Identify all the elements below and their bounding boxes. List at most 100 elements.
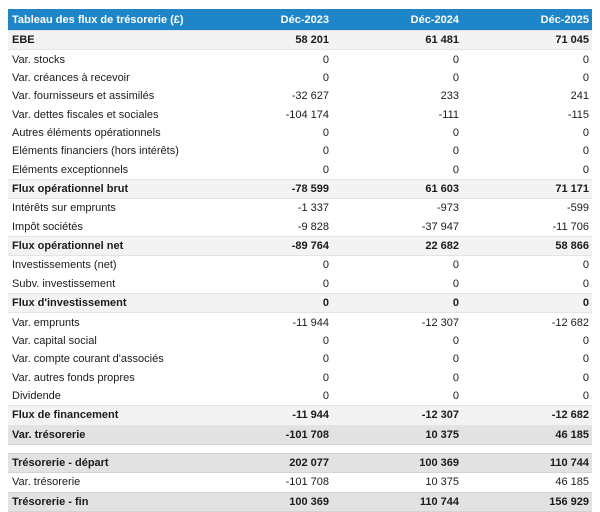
row-value: 0	[332, 368, 462, 387]
table-row: Var. créances à recevoir 0 0 0	[8, 68, 592, 88]
row-value: 0	[332, 331, 462, 351]
row-label: Var. capital social	[8, 331, 202, 351]
row-label: Flux opérationnel brut	[8, 178, 202, 200]
row-value: 0	[202, 123, 332, 143]
table-row: Var. emprunts -11 944 -12 307 -12 682	[8, 312, 592, 332]
table-row: Flux opérationnel brut -78 599 61 603 71 17…	[8, 178, 592, 200]
row-label: Var. créances à recevoir	[8, 68, 202, 88]
row-label: Subv. investissement	[8, 274, 202, 294]
column-header-dec-2024: Déc-2024	[332, 9, 462, 31]
row-value: -11 706	[462, 217, 592, 237]
row-value: 0	[202, 160, 332, 180]
row-value: 0	[462, 255, 592, 275]
table-row: Var. trésorerie -101 708 10 375 46 185	[8, 472, 592, 493]
cashflow-table: Tableau des flux de trésorerie (£) Déc-2…	[8, 9, 592, 512]
row-label: Var. stocks	[8, 49, 202, 69]
row-label: Var. emprunts	[8, 312, 202, 332]
table-row: Eléments financiers (hors intérêts) 0 0 0	[8, 142, 592, 161]
row-value: 100 369	[202, 491, 332, 512]
row-value: 0	[202, 142, 332, 161]
spacer-row	[8, 444, 592, 454]
row-value: -12 682	[462, 405, 592, 426]
row-value: -78 599	[202, 178, 332, 200]
row-value: -12 307	[332, 312, 462, 332]
row-value: -1 337	[202, 198, 332, 218]
table-row: EBE 58 201 61 481 71 045	[8, 29, 592, 51]
table-row: Trésorerie - fin 100 369 110 744 156 929	[8, 491, 592, 512]
row-value: 71 045	[462, 29, 592, 51]
row-value: 241	[462, 87, 592, 106]
row-value: 0	[462, 368, 592, 387]
row-value: 22 682	[332, 235, 462, 257]
row-value: 0	[202, 274, 332, 294]
row-value: 0	[462, 68, 592, 88]
row-value: 0	[202, 293, 332, 314]
row-value: 0	[332, 274, 462, 294]
table-title: Tableau des flux de trésorerie (£)	[8, 9, 202, 31]
row-value: 110 744	[462, 452, 592, 474]
row-label: Intérêts sur emprunts	[8, 198, 202, 218]
row-value: 61 603	[332, 178, 462, 200]
row-label: Dividende	[8, 386, 202, 406]
row-value: 110 744	[332, 491, 462, 512]
table-row: Flux opérationnel net -89 764 22 682 58 866	[8, 235, 592, 257]
row-label: Var. trésorerie	[8, 424, 202, 445]
table-row: Trésorerie - départ 202 077 100 369 110 744	[8, 452, 592, 474]
row-value: 58 866	[462, 235, 592, 257]
row-value: -11 944	[202, 405, 332, 426]
row-value: -101 708	[202, 424, 332, 445]
row-value: 0	[462, 160, 592, 180]
row-label: Var. trésorerie	[8, 472, 202, 493]
row-label: Flux d'investissement	[8, 293, 202, 314]
row-value: 10 375	[332, 424, 462, 445]
row-label: Flux opérationnel net	[8, 235, 202, 257]
row-value: -89 764	[202, 235, 332, 257]
row-value: 0	[202, 255, 332, 275]
row-value: 100 369	[332, 452, 462, 474]
table-row: Subv. investissement 0 0 0	[8, 274, 592, 294]
row-value: 0	[462, 293, 592, 314]
table-row: Intérêts sur emprunts -1 337 -973 -599	[8, 198, 592, 218]
row-label: Trésorerie - départ	[8, 452, 202, 474]
table-row: Flux de financement -11 944 -12 307 -12 682	[8, 405, 592, 426]
row-value: 0	[332, 350, 462, 369]
row-label: EBE	[8, 29, 202, 51]
table-row: Autres éléments opérationnels 0 0 0	[8, 123, 592, 143]
row-value: 0	[462, 49, 592, 69]
row-label: Impôt sociétés	[8, 217, 202, 237]
row-value: 0	[202, 68, 332, 88]
row-value: 0	[462, 386, 592, 406]
table-row: Flux d'investissement 0 0 0	[8, 293, 592, 314]
row-value: 0	[462, 350, 592, 369]
row-value: -11 944	[202, 312, 332, 332]
table-row: Var. capital social 0 0 0	[8, 331, 592, 351]
table-body: EBE 58 201 61 481 71 045 Var. stocks 0 0 0 Var. …	[8, 29, 592, 512]
table-row: Var. stocks 0 0 0	[8, 49, 592, 69]
row-label: Var. fournisseurs et assimilés	[8, 87, 202, 106]
row-label: Autres éléments opérationnels	[8, 123, 202, 143]
row-value: 0	[462, 142, 592, 161]
row-value: 0	[332, 123, 462, 143]
row-value: 0	[332, 386, 462, 406]
row-value: -37 947	[332, 217, 462, 237]
table-row: Var. compte courant d'associés 0 0 0	[8, 350, 592, 369]
row-value: 0	[332, 142, 462, 161]
row-value: 71 171	[462, 178, 592, 200]
row-value: 0	[202, 386, 332, 406]
row-value: -12 307	[332, 405, 462, 426]
row-value: 0	[462, 274, 592, 294]
table-header-row: Tableau des flux de trésorerie (£) Déc-2…	[8, 9, 592, 31]
row-value: 10 375	[332, 472, 462, 493]
row-value: 233	[332, 87, 462, 106]
table-row: Investissements (net) 0 0 0	[8, 255, 592, 275]
row-label: Var. compte courant d'associés	[8, 350, 202, 369]
row-value: 0	[332, 49, 462, 69]
row-value: -101 708	[202, 472, 332, 493]
row-value: 0	[202, 49, 332, 69]
column-header-dec-2025: Déc-2025	[462, 9, 592, 31]
row-value: 61 481	[332, 29, 462, 51]
row-value: 0	[332, 68, 462, 88]
row-label: Var. dettes fiscales et sociales	[8, 105, 202, 124]
row-value: 46 185	[462, 472, 592, 493]
